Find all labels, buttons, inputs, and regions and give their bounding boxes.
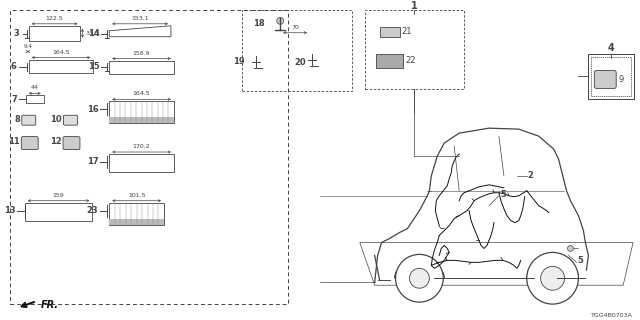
Bar (29, 26, 81, 41)
Text: 15: 15 (88, 62, 99, 71)
Text: 5: 5 (500, 190, 506, 199)
FancyBboxPatch shape (22, 115, 36, 125)
Text: 70: 70 (291, 25, 299, 30)
Bar (26, 95, 44, 103)
Text: 44: 44 (31, 85, 39, 90)
Bar (243, 10, 352, 92)
Text: 7: 7 (11, 95, 17, 104)
Text: 21: 21 (401, 27, 412, 36)
Text: 164.5: 164.5 (52, 50, 70, 55)
Text: 17: 17 (86, 157, 99, 166)
Text: 1: 1 (411, 1, 418, 11)
Text: FR.: FR. (41, 300, 59, 310)
Text: 18: 18 (253, 19, 264, 28)
Circle shape (527, 252, 579, 304)
Circle shape (276, 17, 284, 24)
Text: 159: 159 (52, 193, 65, 198)
Text: 6: 6 (11, 62, 17, 71)
FancyBboxPatch shape (63, 115, 77, 125)
Bar (29, 60, 93, 74)
Bar (109, 219, 164, 225)
Text: 10: 10 (50, 115, 61, 124)
Text: 8: 8 (14, 115, 20, 124)
Circle shape (396, 254, 444, 302)
Text: 158.9: 158.9 (132, 51, 150, 56)
Text: 20: 20 (294, 58, 306, 67)
Text: 22: 22 (406, 56, 416, 65)
Text: 3: 3 (13, 29, 19, 38)
Bar (25, 203, 92, 220)
Text: 16: 16 (86, 105, 99, 114)
Bar (365, 10, 464, 89)
Bar (109, 101, 174, 123)
FancyBboxPatch shape (21, 137, 38, 149)
Circle shape (541, 266, 564, 290)
Text: 101.5: 101.5 (128, 193, 145, 198)
Text: 4: 4 (608, 43, 614, 53)
Text: 23: 23 (86, 206, 99, 215)
Text: 9.4: 9.4 (24, 44, 32, 49)
Bar (109, 203, 164, 225)
FancyBboxPatch shape (63, 137, 80, 149)
Circle shape (410, 268, 429, 288)
Text: TGG4B0703A: TGG4B0703A (591, 313, 633, 317)
Circle shape (568, 245, 573, 252)
Text: 13: 13 (4, 206, 16, 215)
Text: 9: 9 (618, 75, 623, 84)
Text: 14: 14 (88, 29, 99, 38)
Text: 2: 2 (528, 172, 534, 180)
Text: 33.5: 33.5 (85, 31, 99, 36)
Bar (109, 117, 174, 123)
Text: 12: 12 (50, 137, 61, 146)
Text: 19: 19 (233, 57, 244, 66)
Text: 170.2: 170.2 (132, 144, 150, 149)
Bar (10, 10, 288, 304)
Bar (109, 60, 174, 75)
Text: 122.5: 122.5 (45, 16, 63, 21)
Bar (591, 57, 631, 96)
FancyBboxPatch shape (595, 70, 616, 88)
Text: 153.1: 153.1 (131, 16, 149, 21)
Bar (109, 154, 174, 172)
Text: 11: 11 (8, 137, 20, 146)
Bar (588, 54, 634, 99)
Text: 164.5: 164.5 (132, 91, 150, 96)
Text: 5: 5 (577, 256, 583, 265)
Bar (376, 54, 403, 68)
Bar (380, 27, 399, 37)
